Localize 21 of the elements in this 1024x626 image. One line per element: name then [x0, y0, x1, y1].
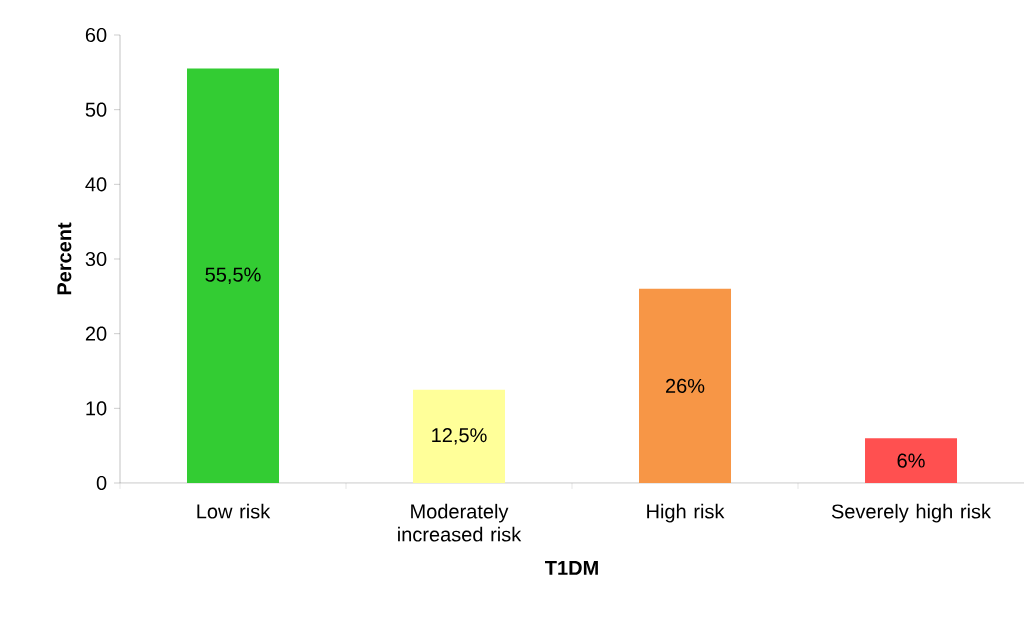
- y-tick-label: 50: [85, 102, 107, 117]
- y-tick-label: 40: [85, 177, 107, 192]
- bar: [639, 288, 732, 483]
- data-label: 55,5%: [205, 267, 261, 285]
- x-tick-label: High risk: [647, 503, 725, 523]
- y-tick-label: 10: [86, 401, 107, 416]
- data-label: 12,5%: [432, 428, 487, 445]
- bar: [413, 389, 506, 483]
- x-tick-label: Severely high risk: [831, 503, 992, 523]
- y-tick-label: 20: [85, 326, 107, 341]
- y-tick-label: 0: [96, 475, 107, 491]
- x-tick-label: Moderately increased risk: [398, 503, 522, 542]
- bar: [865, 438, 958, 483]
- x-axis-title: T1DM: [545, 561, 598, 575]
- y-tick-label: 60: [85, 27, 107, 43]
- y-axis-title: Percent: [57, 222, 72, 295]
- y-tick-label: 30: [85, 251, 107, 267]
- data-label: 6%: [897, 453, 925, 468]
- bar: [187, 68, 279, 483]
- data-label: 26%: [666, 378, 705, 394]
- x-tick-label: Low risk: [197, 503, 271, 519]
